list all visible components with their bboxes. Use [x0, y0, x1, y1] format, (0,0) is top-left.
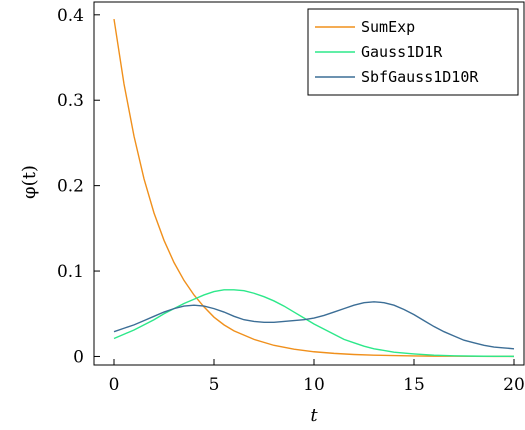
legend-label: SbfGauss1D10R	[361, 68, 479, 86]
y-tick-label: 0.1	[57, 262, 84, 282]
plot-lines	[113, 18, 515, 358]
x-axis-label: t	[310, 405, 318, 426]
x-tick-label: 10	[303, 375, 325, 395]
legend-label: SumExp	[361, 18, 415, 36]
y-axis-label: φ(t)	[19, 165, 40, 199]
legend-label: Gauss1D1R	[361, 43, 443, 61]
x-tick-label: 15	[403, 375, 425, 395]
axis-ticks: 0 5 10 15 20 0 0.1 0.2 0.3 0.4	[57, 6, 525, 395]
x-tick-label: 5	[209, 375, 220, 395]
legend: SumExp Gauss1D1R SbfGauss1D10R	[307, 8, 519, 96]
y-tick-label: 0.3	[57, 91, 84, 111]
x-tick-label: 0	[109, 375, 120, 395]
y-tick-label: 0.4	[57, 6, 84, 26]
y-tick-label: 0	[73, 347, 84, 367]
y-tick-label: 0.2	[57, 177, 84, 197]
series-line-gauss1d1r	[113, 289, 515, 358]
plot-frame	[93, 1, 525, 366]
series-line-sumexp	[113, 18, 514, 358]
x-tick-label: 20	[503, 375, 525, 395]
series-line-sbfgauss1d10r	[113, 301, 515, 350]
